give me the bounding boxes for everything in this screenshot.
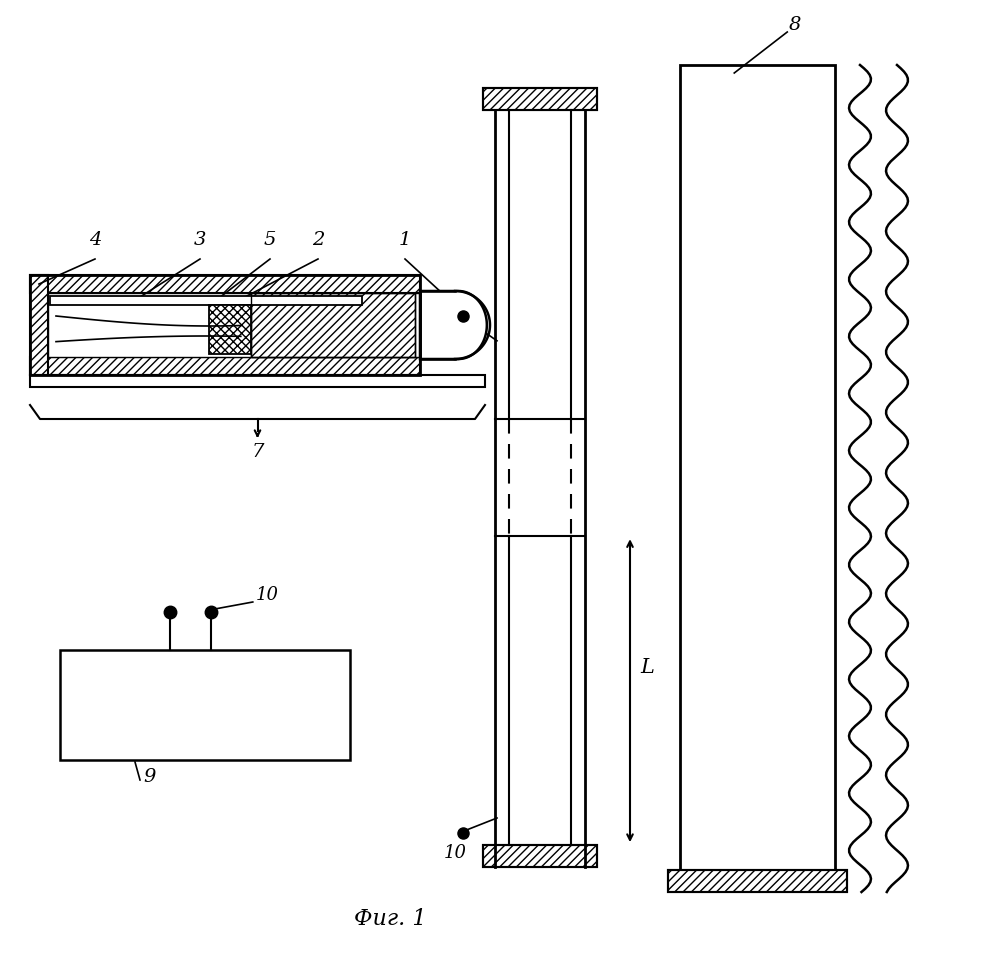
Text: 4: 4 xyxy=(89,231,101,249)
Text: 3: 3 xyxy=(194,231,206,249)
Polygon shape xyxy=(420,291,487,359)
Bar xyxy=(60,650,350,760)
Bar xyxy=(483,845,597,867)
Bar xyxy=(668,870,847,892)
Bar xyxy=(30,275,420,293)
Bar xyxy=(50,296,362,305)
Bar xyxy=(48,293,420,357)
Text: Фиг. 1: Фиг. 1 xyxy=(354,908,426,930)
Text: 8: 8 xyxy=(789,16,801,34)
Bar xyxy=(30,275,420,375)
Bar xyxy=(680,65,835,870)
Bar xyxy=(420,291,458,359)
Text: L: L xyxy=(640,658,654,677)
Bar xyxy=(420,291,455,359)
Text: 5: 5 xyxy=(264,231,276,249)
Text: 7: 7 xyxy=(251,443,264,461)
Bar xyxy=(30,275,48,375)
Bar xyxy=(30,375,485,387)
Text: 2: 2 xyxy=(312,231,324,249)
Bar xyxy=(209,305,251,354)
Text: 1: 1 xyxy=(399,231,411,249)
Text: 10: 10 xyxy=(256,586,279,604)
Text: 6: 6 xyxy=(449,337,461,355)
Bar xyxy=(251,293,415,357)
Text: 10: 10 xyxy=(444,844,466,862)
Bar xyxy=(251,293,415,357)
Text: 9: 9 xyxy=(144,768,156,786)
Bar xyxy=(30,357,420,375)
Bar xyxy=(483,88,597,110)
Bar xyxy=(483,845,597,867)
Bar xyxy=(668,870,847,892)
Bar xyxy=(483,88,597,110)
